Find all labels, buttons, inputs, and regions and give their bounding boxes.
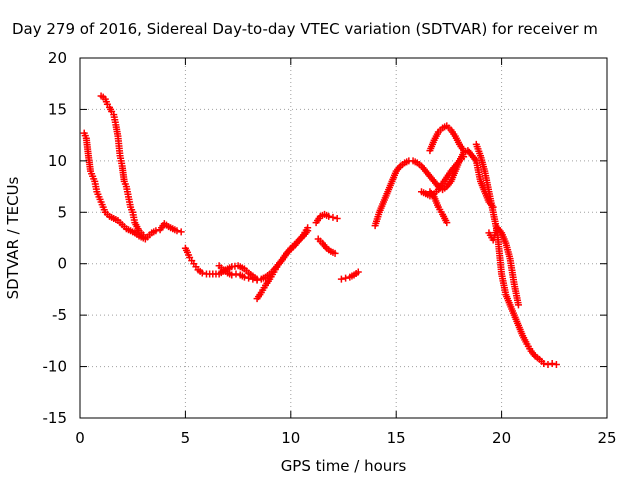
y-tick-label: 20 — [48, 49, 67, 67]
data-point-marker — [540, 359, 548, 367]
data-point-marker — [198, 269, 206, 277]
y-tick-label: 10 — [48, 152, 67, 170]
data-point-marker — [460, 147, 468, 155]
data-point-marker — [333, 214, 341, 222]
x-tick-label: 15 — [387, 429, 406, 447]
data-point-marker — [325, 212, 333, 220]
data-point-marker — [245, 274, 253, 282]
data-point-marker — [548, 359, 556, 367]
data-point-marker — [342, 274, 350, 282]
data-point-marker — [240, 273, 248, 281]
y-tick-label: 5 — [57, 203, 67, 221]
y-tick-label: -15 — [43, 409, 68, 427]
data-point-marker — [552, 361, 560, 369]
y-tick-label: -5 — [52, 306, 67, 324]
data-point-marker — [514, 301, 522, 309]
data-point-marker — [177, 228, 185, 236]
x-tick-label: 25 — [597, 429, 616, 447]
data-point-marker — [228, 271, 236, 279]
data-point-marker — [460, 153, 468, 161]
axis-ticks: 0 5 10 15 20 25 -15 -10 -5 0 5 10 15 20 — [43, 49, 617, 447]
data-points — [80, 92, 560, 369]
data-point-marker — [139, 231, 147, 239]
plot-frame — [79, 57, 608, 419]
y-tick-label: 0 — [57, 255, 67, 273]
x-axis-label: GPS time / hours — [281, 457, 407, 475]
x-tick-label: 20 — [492, 429, 511, 447]
data-point-marker — [443, 219, 451, 227]
data-point-marker — [354, 268, 362, 276]
x-tick-label: 10 — [281, 429, 300, 447]
chart-title: Day 279 of 2016, Sidereal Day-to-day VTE… — [12, 20, 598, 38]
y-axis-label: SDTVAR / TECUs — [4, 176, 22, 299]
y-tick-label: -10 — [43, 358, 68, 376]
data-point-marker — [331, 249, 339, 257]
x-tick-label: 0 — [75, 429, 85, 447]
data-point-marker — [544, 361, 552, 369]
data-point-marker — [329, 213, 337, 221]
grid-lines — [80, 58, 607, 418]
data-point-marker — [232, 270, 240, 278]
data-point-marker — [337, 275, 345, 283]
data-point-marker — [173, 227, 181, 235]
x-tick-label: 5 — [181, 429, 191, 447]
data-point-marker — [304, 227, 312, 235]
data-point-marker — [253, 276, 261, 284]
y-tick-label: 15 — [48, 100, 67, 118]
data-point-marker — [249, 275, 257, 283]
data-point-marker — [152, 227, 160, 235]
